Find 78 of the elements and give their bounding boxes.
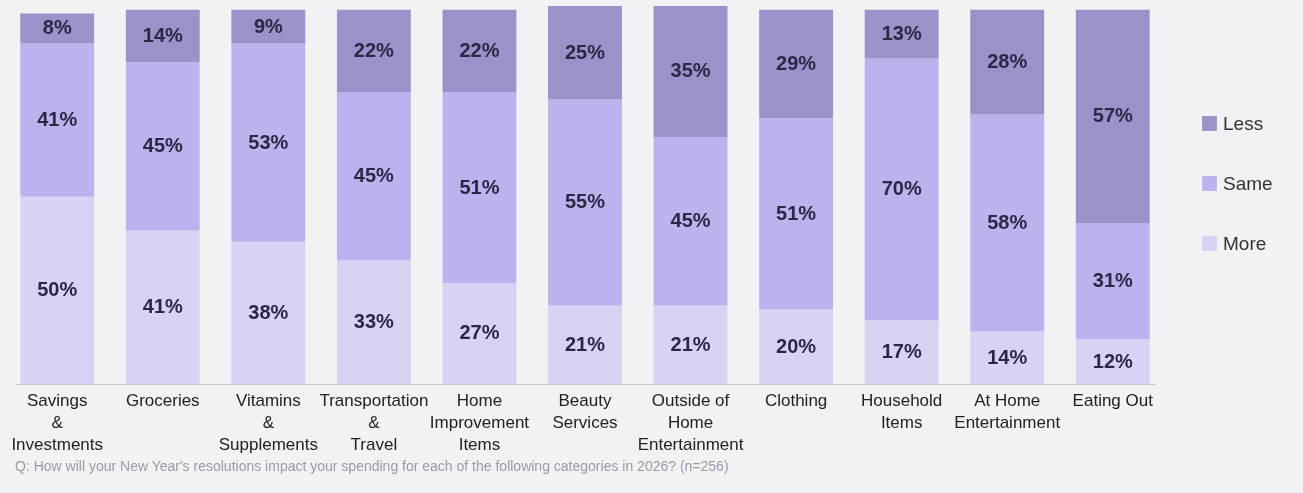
x-tick-label: At Home Entertainment [954,390,1061,432]
bar [125,230,200,384]
x-tick-label: Groceries [125,390,200,410]
x-tick-label: Outside of Home Entertainment [637,390,744,454]
data-label: 41% [37,108,78,131]
data-label: 14% [142,23,184,46]
data-label: 21% [564,332,606,355]
data-label: 45% [353,164,395,187]
bar [1075,339,1150,384]
bar [1075,9,1150,224]
bar [231,241,306,384]
data-label: 35% [670,59,711,82]
data-label: 50% [37,278,78,301]
data-label: 45% [142,134,184,157]
bar [20,43,95,197]
x-tick-label: Beauty Services [552,390,618,432]
bar [442,9,517,93]
data-label: 13% [881,22,922,45]
bar [336,9,411,93]
legend-label: Same [1223,172,1273,194]
text: Q: How will your New Year's resolutions impact your spending for each of the following categories in 2026? (n=256) [15,458,729,474]
x-tick-label: Home Improvement Items [429,390,530,454]
bar [653,136,728,306]
bar [125,62,200,231]
data-label: 38% [248,300,289,323]
legend-label: Less [1223,112,1264,134]
x-tick-label: Clothing [764,390,828,410]
bar [970,114,1045,332]
data-label: 55% [564,190,606,213]
data-label: 21% [670,332,711,355]
data-label: 70% [881,177,922,200]
bar [759,118,834,310]
data-label: 33% [353,310,395,333]
bar [442,92,517,283]
bar [336,92,411,261]
bar [970,331,1045,384]
data-label: 57% [1092,104,1134,127]
x-tick-label: Transportation & Travel [319,390,429,454]
bar [864,58,939,321]
data-label: 51% [776,201,817,224]
bar [864,320,939,384]
data-label: 29% [776,52,817,75]
data-label: 41% [142,295,184,318]
data-label: 27% [459,321,500,344]
x-tick-label: Vitamins & Supplements [218,390,318,454]
x-tick-label: Eating Out [1072,390,1154,410]
data-label: 22% [459,38,500,61]
data-label: 53% [248,130,289,153]
data-label: 20% [776,334,817,357]
bar [970,9,1045,115]
bar [653,6,728,137]
data-label: 22% [353,38,395,61]
bar [125,9,200,63]
bar [20,196,95,384]
x-tick-label: Savings & Investments [11,390,104,454]
data-label: 28% [987,50,1028,73]
bar [759,309,834,384]
data-label: 31% [1092,269,1134,292]
bar [759,9,834,119]
bar [653,305,728,384]
bar [336,260,411,384]
x-tick-label: Household Items [861,390,943,432]
bar [1075,223,1150,340]
data-label: 9% [253,14,283,37]
legend-label: More [1223,232,1267,254]
bar [442,282,517,384]
bar [231,43,306,242]
data-label: 25% [564,40,606,63]
data-label: 45% [670,209,711,232]
data-label: 51% [459,175,500,198]
bar [548,99,622,306]
data-label: 14% [987,345,1028,368]
data-label: 58% [987,211,1028,234]
bar [548,305,622,384]
data-label: 17% [881,340,922,363]
data-label: 12% [1092,349,1134,372]
data-label: 8% [42,16,72,39]
bar [548,6,622,100]
